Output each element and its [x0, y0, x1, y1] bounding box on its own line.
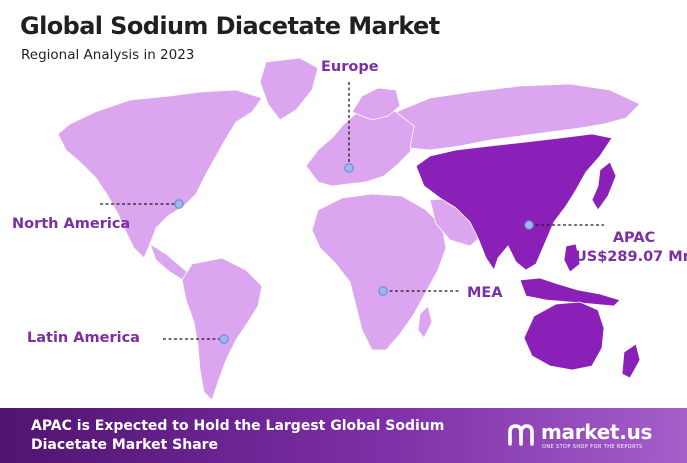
australia-landmass	[523, 301, 605, 371]
market-us-logo-icon	[508, 424, 534, 446]
madagascar-landmass	[417, 305, 433, 339]
north-america-marker	[174, 199, 184, 209]
africa-landmass	[311, 193, 447, 351]
north-asia-landmass	[395, 83, 641, 151]
brand-name: market.us	[541, 420, 653, 444]
footer-banner: APAC is Expected to Hold the Largest Glo…	[0, 408, 687, 463]
leader-lines	[100, 82, 604, 340]
japan-landmass	[591, 161, 617, 211]
apac-callout: APAC US$289.07 Mn	[575, 229, 687, 267]
brand-logo: market.us ONE STOP SHOP FOR THE REPORTS	[507, 420, 677, 452]
scandinavia-landmass	[351, 87, 401, 121]
north-america-label: North America	[12, 216, 131, 232]
greenland-landmass	[259, 57, 319, 121]
page-subtitle: Regional Analysis in 2023	[21, 47, 195, 63]
apac-marker	[524, 220, 534, 230]
brand-tagline: ONE STOP SHOP FOR THE REPORTS	[542, 444, 643, 450]
footer-headline: APAC is Expected to Hold the Largest Glo…	[31, 418, 445, 453]
north-america-landmass	[57, 89, 263, 259]
europe-label: Europe	[321, 59, 379, 75]
indonesia-landmass	[519, 277, 621, 307]
apac-label: APAC	[612, 230, 656, 246]
philippines-landmass	[563, 243, 581, 273]
south-america-landmass	[181, 257, 263, 401]
europe-marker	[344, 163, 354, 173]
mea-label: MEA	[467, 285, 503, 301]
apac-value: US$289.07 Mn	[575, 249, 687, 265]
new-zealand-landmass	[621, 343, 641, 379]
page-title: Global Sodium Diacetate Market	[20, 12, 440, 40]
latin-america-label: Latin America	[27, 330, 140, 346]
asia-pacific-landmass	[415, 133, 613, 271]
latin-america-marker	[219, 334, 229, 344]
region-markers	[174, 163, 534, 344]
mea-marker	[378, 286, 388, 296]
apac-highlight	[415, 133, 641, 379]
